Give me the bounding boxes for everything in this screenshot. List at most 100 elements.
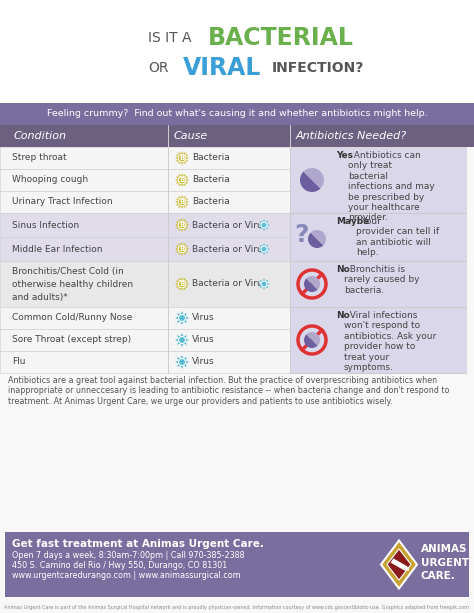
Text: Virus: Virus	[192, 313, 215, 322]
Bar	[290, 307, 466, 373]
Text: BACTERIAL: BACTERIAL	[208, 26, 354, 50]
Bar	[290, 147, 466, 213]
Text: B: B	[179, 177, 185, 183]
Bar	[0, 191, 168, 213]
Polygon shape	[258, 243, 270, 255]
Polygon shape	[175, 151, 189, 165]
FancyArrow shape	[391, 558, 410, 571]
Bar	[0, 261, 168, 307]
Polygon shape	[381, 541, 417, 588]
Text: Flu: Flu	[12, 357, 26, 367]
Wedge shape	[308, 233, 323, 248]
Bar	[168, 213, 290, 237]
Bar	[168, 261, 290, 307]
Text: Open 7 days a week, 8:30am-7:00pm | Call 970-385-2388: Open 7 days a week, 8:30am-7:00pm | Call…	[12, 551, 245, 560]
Text: Bacteria or Virus: Bacteria or Virus	[192, 280, 267, 289]
Text: Antibiotics are a great tool against bacterial infection. But the practice of ov: Antibiotics are a great tool against bac…	[8, 376, 449, 406]
Wedge shape	[304, 278, 318, 292]
Text: Urinary Tract Infection: Urinary Tract Infection	[12, 197, 113, 207]
Bar	[0, 103, 474, 125]
Text: ?: ?	[295, 223, 309, 247]
Wedge shape	[306, 276, 320, 290]
Text: B: B	[179, 199, 185, 205]
Circle shape	[261, 246, 267, 252]
Polygon shape	[175, 333, 189, 347]
Text: B: B	[179, 281, 185, 287]
Circle shape	[178, 245, 186, 253]
Polygon shape	[175, 277, 189, 291]
Bar	[290, 261, 466, 307]
Bar	[0, 307, 168, 329]
Text: Common Cold/Runny Nose: Common Cold/Runny Nose	[12, 313, 132, 322]
Circle shape	[178, 154, 186, 162]
Bar	[290, 213, 466, 261]
Polygon shape	[175, 311, 189, 325]
Text: IS IT A: IS IT A	[148, 31, 191, 45]
Bar	[0, 237, 168, 261]
Text: Bronchitis/Chest Cold (in: Bronchitis/Chest Cold (in	[12, 267, 124, 276]
Bar	[5, 532, 469, 597]
Text: Bacteria: Bacteria	[192, 197, 230, 207]
Text: Cause: Cause	[174, 131, 208, 141]
Text: . Bronchitis is
rarely caused by
bacteria.: . Bronchitis is rarely caused by bacteri…	[344, 265, 419, 295]
Bar	[168, 329, 290, 351]
Text: B: B	[179, 246, 185, 252]
Text: Antibiotics Needed?: Antibiotics Needed?	[296, 131, 407, 141]
Bar	[0, 0, 474, 105]
Text: ANIMAS
URGENT
CARE.: ANIMAS URGENT CARE.	[421, 544, 469, 581]
Text: OR: OR	[148, 61, 168, 75]
Text: Virus: Virus	[192, 357, 215, 367]
Text: Bacteria or Virus: Bacteria or Virus	[192, 245, 267, 254]
Text: . Your
provider can tell if
an antibiotic will
help.: . Your provider can tell if an antibioti…	[356, 217, 439, 257]
Text: Bacteria or Virus: Bacteria or Virus	[192, 221, 267, 229]
Circle shape	[178, 280, 186, 288]
Text: . Antibiotics can
only treat
bacterial
infections and may
be prescribed by
your : . Antibiotics can only treat bacterial i…	[348, 151, 435, 223]
Text: Whooping cough: Whooping cough	[12, 175, 88, 185]
Text: 450 S. Camino del Rio / Hwy 550, Durango, CO 81301: 450 S. Camino del Rio / Hwy 550, Durango…	[12, 561, 227, 570]
Text: Feeling crummy?  Find out what's causing it and whether antibiotics might help.: Feeling crummy? Find out what's causing …	[46, 110, 428, 118]
Polygon shape	[175, 355, 189, 369]
Text: Strep throat: Strep throat	[12, 153, 67, 162]
Text: www.urgentcaredurango.com | www.animassurgical.com: www.urgentcaredurango.com | www.animassu…	[12, 571, 241, 580]
Bar	[0, 351, 168, 373]
Polygon shape	[175, 218, 189, 232]
Circle shape	[178, 176, 186, 184]
Bar	[168, 307, 290, 329]
Text: VIRAL: VIRAL	[183, 56, 261, 80]
Text: Animas Urgent Care is part of the Animas Surgical Hospital network and is proudl: Animas Urgent Care is part of the Animas…	[4, 605, 470, 610]
Text: B: B	[179, 222, 185, 228]
Text: Get fast treatment at Animas Urgent Care.: Get fast treatment at Animas Urgent Care…	[12, 539, 264, 549]
Bar	[168, 351, 290, 373]
Text: No: No	[336, 265, 350, 274]
Circle shape	[261, 222, 267, 228]
Polygon shape	[387, 549, 411, 580]
Polygon shape	[258, 219, 270, 231]
Text: Sinus Infection: Sinus Infection	[12, 221, 79, 229]
Bar	[168, 147, 290, 169]
Polygon shape	[258, 278, 270, 290]
Wedge shape	[306, 332, 320, 346]
Text: . Viral infections
won't respond to
antibiotics. Ask your
provider how to
treat : . Viral infections won't respond to anti…	[344, 311, 436, 372]
Text: Bacteria: Bacteria	[192, 153, 230, 162]
Bar	[0, 213, 168, 237]
Circle shape	[179, 314, 185, 321]
Bar	[0, 125, 474, 147]
Circle shape	[261, 281, 267, 287]
Bar	[168, 237, 290, 261]
Polygon shape	[175, 195, 189, 209]
Wedge shape	[310, 230, 326, 245]
Text: Virus: Virus	[192, 335, 215, 345]
Wedge shape	[300, 172, 320, 192]
Text: Yes: Yes	[336, 151, 353, 160]
Bar	[0, 147, 168, 169]
Polygon shape	[175, 242, 189, 256]
Text: Maybe: Maybe	[336, 217, 369, 226]
Wedge shape	[303, 168, 324, 188]
Circle shape	[178, 198, 186, 206]
Bar	[168, 169, 290, 191]
Circle shape	[179, 337, 185, 343]
Polygon shape	[175, 173, 189, 187]
Text: and adults)*: and adults)*	[12, 293, 68, 302]
Text: INFECTION?: INFECTION?	[272, 61, 365, 75]
Text: Sore Throat (except strep): Sore Throat (except strep)	[12, 335, 131, 345]
